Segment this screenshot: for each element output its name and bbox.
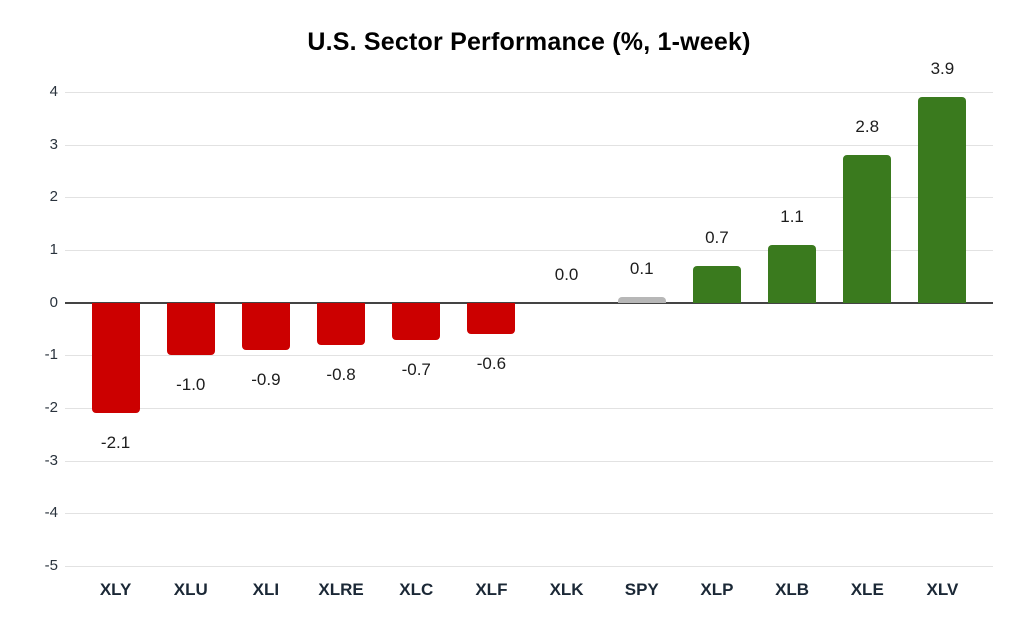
bar-xlv <box>918 97 967 303</box>
bar-value-label-xlv: 3.9 <box>930 59 955 79</box>
gridline <box>65 355 993 357</box>
x-axis-label-xle: XLE <box>850 580 884 599</box>
y-axis-tick-label: -1 <box>44 346 58 364</box>
gridline <box>65 144 993 146</box>
bar-xli <box>241 302 290 351</box>
bar-value-label-xlf: -0.6 <box>476 354 507 374</box>
bar-value-label-xle: 2.8 <box>855 117 880 137</box>
y-axis-tick-label: -3 <box>44 451 58 469</box>
y-axis-tick-label: -5 <box>44 557 58 574</box>
gridline <box>65 92 993 93</box>
x-axis-label-spy: SPY <box>624 580 659 599</box>
bar-value-label-xlre: -0.8 <box>326 364 356 384</box>
y-axis-tick-label: -4 <box>44 504 58 522</box>
bar-xlf <box>467 302 516 335</box>
gridline <box>65 513 993 515</box>
bar-spy <box>617 297 666 303</box>
bar-value-label-xly: -2.1 <box>100 433 131 453</box>
bar-xlb <box>768 244 817 303</box>
bar-value-label-spy: 0.1 <box>629 259 654 279</box>
bar-xle <box>843 155 892 303</box>
y-axis-tick-label: 1 <box>49 241 58 258</box>
gridline <box>65 566 993 567</box>
y-axis-tick-label: -2 <box>44 399 58 416</box>
gridline <box>65 197 993 199</box>
gridline <box>65 460 993 462</box>
bar-xlre <box>317 302 366 345</box>
bar-xlu <box>166 302 215 356</box>
x-axis-label-xlb: XLB <box>775 580 810 599</box>
x-axis-label-xlv: XLV <box>926 580 959 599</box>
y-axis-tick-label: 3 <box>49 135 58 153</box>
x-axis-label-xlre: XLRE <box>318 580 364 599</box>
zero-axis-line <box>65 301 993 304</box>
bar-value-label-xli: -0.9 <box>251 370 281 390</box>
bar-xlp <box>692 265 741 303</box>
x-axis-label-xlc: XLC <box>399 580 434 599</box>
x-axis-label-xli: XLI <box>252 580 280 599</box>
gridline <box>65 250 993 251</box>
gridline <box>65 408 993 409</box>
bar-value-label-xlc: -0.7 <box>401 359 431 379</box>
bar-xly <box>91 302 140 414</box>
y-axis-tick-label: 4 <box>49 83 58 100</box>
x-axis-label-xlu: XLU <box>173 580 208 599</box>
bar-value-label-xlu: -1.0 <box>176 375 206 395</box>
bar-value-label-xlp: 0.7 <box>705 227 729 247</box>
bar-value-label-xlk: 0.0 <box>554 264 579 284</box>
x-axis-label-xlf: XLF <box>475 580 508 599</box>
y-axis-tick-label: 2 <box>49 188 58 206</box>
x-axis-label-xlp: XLP <box>700 580 734 599</box>
x-axis-label-xly: XLY <box>99 580 132 599</box>
chart-title: U.S. Sector Performance (%, 1-week) <box>307 28 751 56</box>
bar-value-label-xlb: 1.1 <box>780 206 804 226</box>
y-axis-tick-label: 0 <box>49 293 58 311</box>
bar-xlc <box>392 302 441 340</box>
plot-area: -2.1 XLY -1.0 XLU -0.9 XLI -0.8 XLRE -0.7 XLC -0.6… <box>65 59 993 599</box>
x-axis-label-xlk: XLK <box>549 580 584 599</box>
